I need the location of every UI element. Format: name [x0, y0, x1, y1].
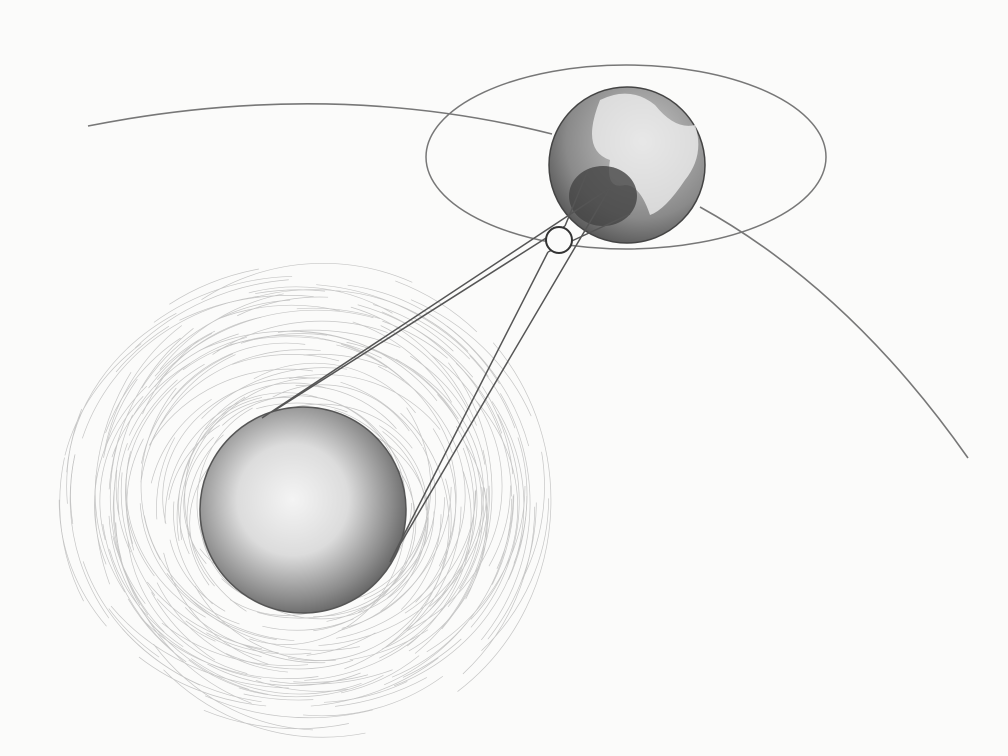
scribble — [141, 342, 432, 633]
scribble — [113, 289, 531, 717]
scribble — [186, 404, 415, 632]
scribble — [70, 289, 528, 701]
scribble — [107, 308, 514, 683]
scribble — [189, 422, 417, 625]
scribble — [103, 329, 519, 685]
scribble — [58, 295, 520, 708]
moon-orbit — [425, 64, 827, 250]
scribble — [94, 262, 552, 738]
scribble — [66, 264, 545, 709]
scribble — [218, 406, 412, 600]
scribble — [166, 402, 427, 631]
scribble — [179, 377, 452, 662]
earth-orbit — [699, 206, 969, 459]
scribble — [112, 330, 475, 687]
scribble — [162, 377, 436, 619]
earth-orbit — [87, 103, 553, 135]
scribble — [120, 312, 476, 670]
scribble — [159, 367, 488, 674]
scribble — [109, 299, 490, 695]
scribble — [115, 333, 487, 698]
scribble — [207, 403, 435, 620]
scribble — [140, 320, 503, 651]
scribble — [125, 296, 515, 692]
moon-shadow — [569, 166, 637, 226]
scribble — [100, 286, 493, 698]
scribble — [147, 374, 442, 654]
scribble — [139, 349, 466, 642]
scribble — [176, 374, 472, 661]
scribble — [126, 368, 450, 680]
scribble — [184, 362, 445, 632]
scribble — [72, 293, 513, 705]
scribble — [156, 353, 484, 664]
scribble — [115, 307, 511, 664]
scribble — [108, 283, 536, 731]
scribble — [138, 340, 462, 673]
scribble — [138, 337, 477, 642]
scribble — [126, 354, 457, 655]
scribble — [108, 309, 525, 701]
sun-corona — [58, 262, 552, 738]
shadow-cone — [261, 169, 631, 563]
scribble — [117, 335, 457, 657]
scribble — [69, 278, 549, 719]
sun — [199, 406, 407, 614]
moon — [545, 226, 573, 254]
scribble — [99, 336, 478, 666]
